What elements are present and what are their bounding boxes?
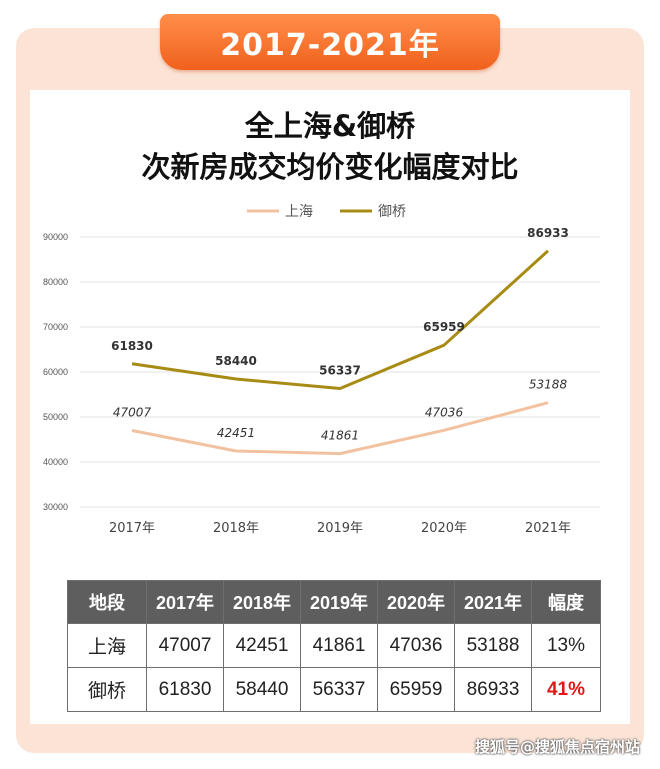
x-tick-label: 2021年 (525, 521, 571, 536)
x-tick-label: 2019年 (317, 521, 363, 536)
line-chart: 30000 40000 50000 60000 70000 80000 90000 2017年… (43, 204, 600, 536)
watermark: 搜狐号@搜狐焦点宿州站 (474, 738, 640, 756)
growth-highlight-cell: 41% (531, 667, 601, 712)
data-label: 47036 (425, 405, 464, 419)
series-line-0 (131, 401, 549, 456)
data-label: 41861 (321, 429, 359, 443)
data-label: 47007 (113, 405, 152, 419)
data-label: 86933 (527, 226, 569, 240)
legend-entry: 上海 (285, 204, 313, 220)
table-cell: 56337 (300, 667, 378, 712)
header-cell: 2020年 (377, 580, 455, 624)
header-cell: 2017年 (146, 580, 224, 624)
table-header-row: 地段 2017年 2018年 2019年 2020年 2021年 幅度 (67, 580, 601, 624)
table-cell: 上海 (67, 623, 147, 668)
y-tick-label: 30000 (43, 502, 68, 512)
y-tick-label: 80000 (43, 277, 68, 287)
header-cell: 幅度 (531, 580, 601, 624)
table-cell: 53188 (454, 623, 532, 668)
y-tick-label: 50000 (43, 412, 68, 422)
header-cell: 地段 (67, 580, 147, 624)
y-tick-label: 40000 (43, 457, 68, 467)
header-cell: 2021年 (454, 580, 532, 624)
chart-title-line1: 全上海&御桥 (244, 109, 416, 143)
series-line-1 (131, 249, 550, 390)
data-label: 53188 (529, 378, 568, 392)
table-cell: 61830 (146, 667, 224, 712)
x-tick-label: 2017年 (109, 521, 155, 536)
y-tick-label: 70000 (43, 322, 68, 332)
table-cell: 65959 (377, 667, 455, 712)
x-tick-label: 2020年 (421, 521, 467, 536)
chart-title-line2: 次新房成交均价变化幅度对比 (141, 150, 519, 184)
table-cell: 58440 (223, 667, 301, 712)
data-label: 42451 (217, 426, 255, 440)
header-cell: 2019年 (300, 580, 378, 624)
table-row: 御桥 61830 58440 56337 65959 86933 41% (67, 667, 601, 712)
table-row: 上海 47007 42451 41861 47036 53188 13% (67, 623, 601, 668)
table-cell: 47036 (377, 623, 455, 668)
table-cell: 御桥 (67, 667, 147, 712)
legend-entry: 御桥 (378, 204, 406, 220)
y-tick-label: 90000 (43, 232, 68, 242)
data-label: 65959 (423, 320, 465, 334)
year-range-banner: 2017-2021年 (160, 14, 500, 70)
price-table: 地段 2017年 2018年 2019年 2020年 2021年 幅度 上海 4… (67, 580, 601, 712)
y-tick-label: 60000 (43, 367, 68, 377)
data-label: 58440 (215, 354, 257, 368)
table-cell: 13% (531, 623, 601, 668)
table-cell: 47007 (146, 623, 224, 668)
table-cell: 41861 (300, 623, 378, 668)
table-cell: 42451 (223, 623, 301, 668)
table-cell: 86933 (454, 667, 532, 712)
header-cell: 2018年 (223, 580, 301, 624)
x-tick-label: 2018年 (213, 521, 259, 536)
data-label: 56337 (319, 363, 361, 377)
data-label: 61830 (111, 339, 153, 353)
